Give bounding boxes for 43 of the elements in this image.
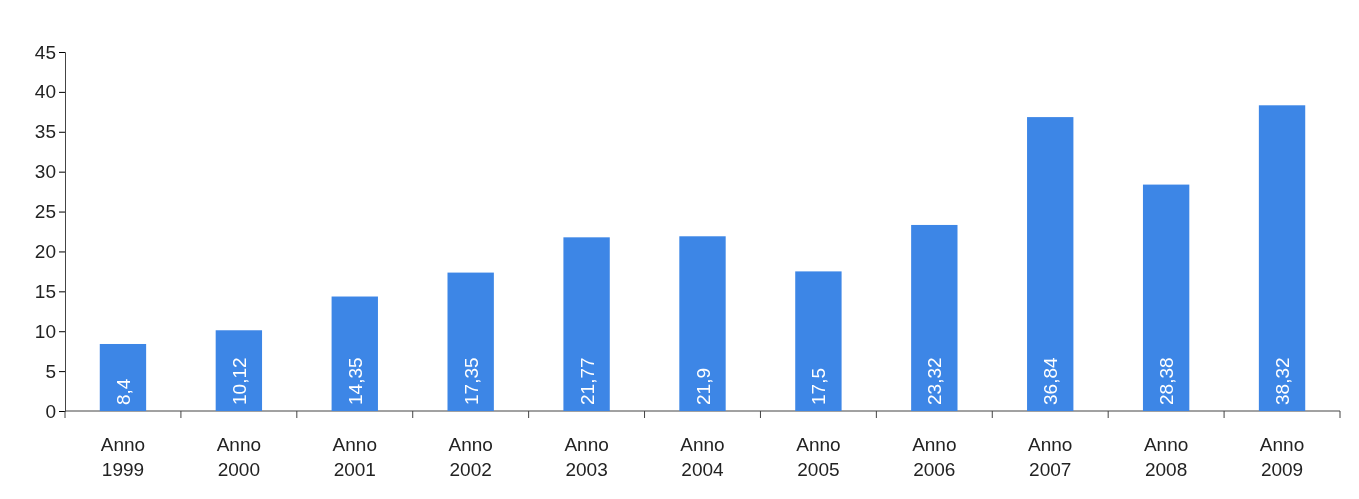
bar: [563, 237, 610, 411]
data-label: 28,38: [1156, 357, 1178, 405]
y-tick-label: 20: [34, 241, 56, 263]
x-tick-label: Anno 2007: [1028, 434, 1073, 480]
y-tick-label: 15: [34, 280, 56, 302]
bar: [1142, 184, 1190, 411]
y-tick-label: 25: [34, 201, 56, 223]
bar: [795, 271, 842, 411]
data-label: 17,5: [808, 368, 830, 405]
data-label: 38,32: [1272, 357, 1294, 405]
x-tick-label: Anno 2003: [564, 434, 609, 480]
y-tick-label: 45: [34, 41, 56, 63]
bar: [447, 272, 494, 411]
x-tick-label: Anno 2005: [796, 434, 841, 480]
y-tick-label: 5: [45, 360, 56, 382]
bar: [911, 224, 958, 411]
x-tick-label: Anno 2008: [1143, 434, 1189, 480]
bar: [215, 330, 263, 411]
y-tick-label: 30: [34, 161, 56, 183]
x-tick-label: Anno 2000: [216, 434, 262, 480]
data-label: 17,35: [460, 357, 482, 405]
data-label: 8,4: [112, 378, 134, 405]
y-tick-label: 10: [34, 320, 56, 342]
bar: [99, 343, 147, 411]
bar: [331, 296, 378, 411]
x-tick-label: Anno 2001: [332, 434, 377, 480]
data-label: 36,84: [1040, 357, 1062, 405]
bar: [679, 236, 726, 411]
y-tick-label: 35: [34, 121, 56, 143]
data-label: 23,32: [924, 357, 946, 405]
bar: [1258, 105, 1306, 411]
data-label: 21,77: [576, 357, 598, 405]
data-label: 10,12: [228, 357, 250, 405]
data-label: 14,35: [344, 357, 366, 405]
x-tick-label: Anno 2009: [1259, 434, 1305, 480]
y-tick-label: 0: [45, 400, 56, 422]
x-tick-label: Anno 1999: [100, 434, 146, 480]
x-tick-label: Anno 2002: [448, 434, 493, 480]
x-tick-label: Anno 2004: [680, 434, 725, 480]
bar: [1027, 117, 1074, 411]
x-tick-label: Anno 2006: [912, 434, 957, 480]
y-tick-label: 40: [34, 81, 56, 103]
data-label: 21,9: [692, 368, 714, 405]
